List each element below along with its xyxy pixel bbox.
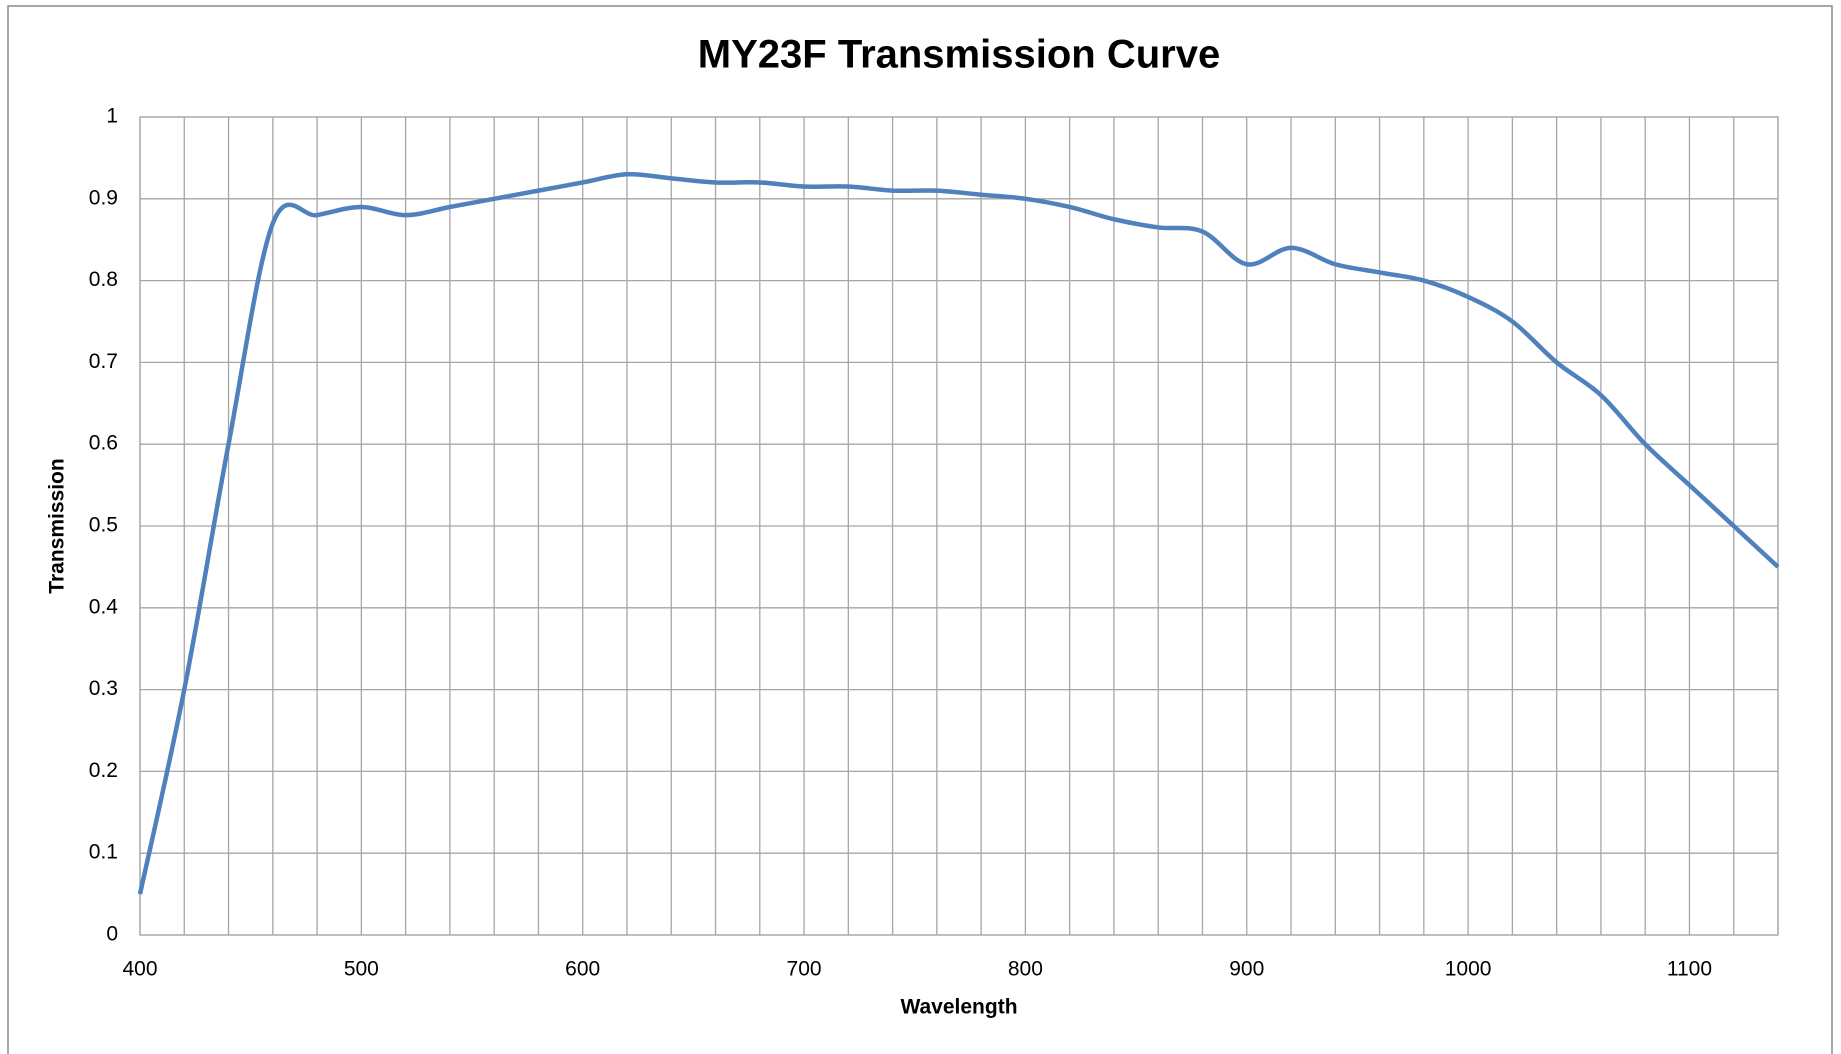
x-tick-label: 700: [787, 958, 822, 981]
y-tick-label: 0.8: [89, 268, 118, 291]
x-tick-label: 1000: [1445, 958, 1492, 981]
x-tick-label: 400: [122, 958, 157, 981]
y-tick-label: 0.3: [89, 677, 118, 700]
chart-title: MY23F Transmission Curve: [698, 33, 1220, 77]
y-tick-label: 0.9: [89, 186, 118, 209]
x-axis-label: Wavelength: [900, 996, 1017, 1019]
series-line: [137, 171, 1780, 895]
x-tick-label: 800: [1008, 958, 1043, 981]
y-tick-label: 0.5: [89, 514, 118, 537]
x-tick-label: 900: [1229, 958, 1264, 981]
chart-border: [7, 5, 1833, 1054]
x-tick-label: 500: [344, 958, 379, 981]
y-axis-label: Transmission: [46, 458, 69, 593]
y-tick-label: 0: [106, 923, 118, 946]
y-tick-label: 0.1: [89, 841, 118, 864]
y-tick-label: 1: [106, 105, 118, 128]
y-tick-label: 0.4: [89, 595, 119, 618]
x-tick-label: 1100: [1667, 958, 1712, 981]
x-tick-label: 600: [565, 958, 600, 981]
y-tick-label: 0.7: [89, 350, 118, 373]
y-tick-label: 0.6: [89, 432, 118, 455]
y-tick-label: 0.2: [89, 759, 118, 782]
